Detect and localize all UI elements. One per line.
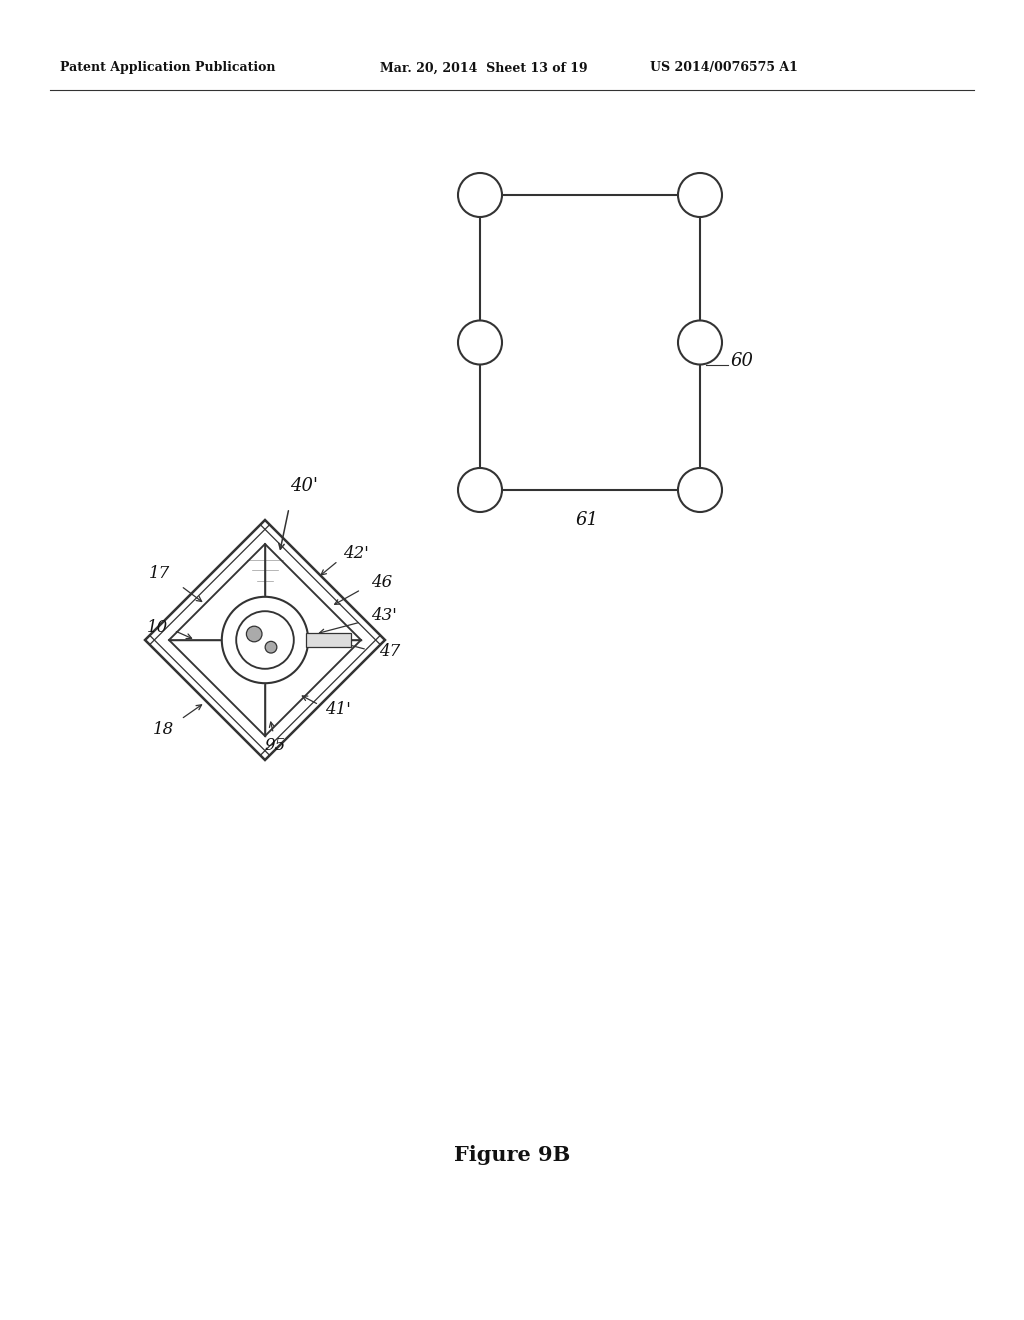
Text: Mar. 20, 2014  Sheet 13 of 19: Mar. 20, 2014 Sheet 13 of 19 [380,62,588,74]
Text: 41': 41' [325,701,351,718]
Text: 42': 42' [343,545,369,562]
Text: 43': 43' [371,607,396,624]
Polygon shape [306,632,351,647]
Text: Figure 9B: Figure 9B [454,1144,570,1166]
Circle shape [678,469,722,512]
Text: US 2014/0076575 A1: US 2014/0076575 A1 [650,62,798,74]
Text: 60: 60 [730,351,753,370]
Circle shape [222,597,308,684]
Text: 40': 40' [290,478,318,495]
Circle shape [265,642,276,653]
Circle shape [458,321,502,364]
Text: 17: 17 [148,565,170,582]
Text: 95: 95 [264,737,286,754]
Text: 61: 61 [575,511,598,529]
Circle shape [237,611,294,669]
Circle shape [458,469,502,512]
Text: 47: 47 [379,644,400,660]
Text: 46: 46 [371,574,392,591]
Circle shape [458,173,502,216]
Circle shape [678,321,722,364]
Circle shape [678,173,722,216]
Text: 10: 10 [146,619,168,636]
Text: 18: 18 [153,722,174,738]
Circle shape [247,626,262,642]
Text: Patent Application Publication: Patent Application Publication [60,62,275,74]
